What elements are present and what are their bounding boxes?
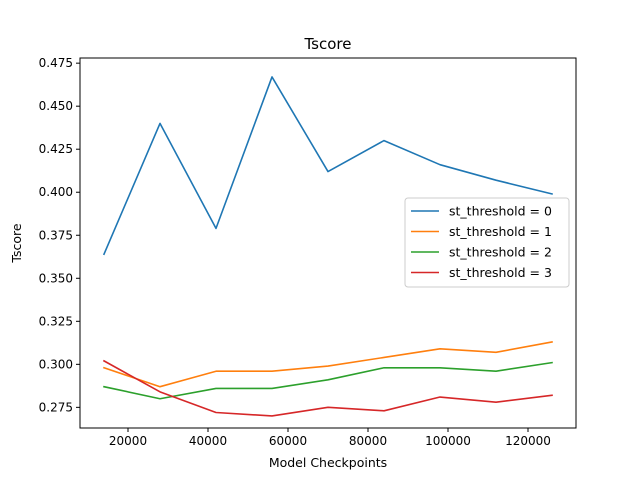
x-tick-label: 100000 [425, 434, 471, 448]
y-tick-label: 0.275 [39, 400, 73, 414]
x-tick-label: 20000 [109, 434, 147, 448]
legend: st_threshold = 0 st_threshold = 1 st_thres… [404, 197, 570, 288]
legend-entry-label: st_threshold = 3 [449, 265, 552, 280]
series-line-0 [102, 76, 553, 256]
x-axis-label: Model Checkpoints [269, 455, 387, 470]
y-tick-label: 0.350 [39, 271, 73, 285]
series-line-3 [102, 359, 553, 417]
x-axis-ticks: 20000 40000 60000 80000 100000 120000 [109, 428, 551, 448]
series-layer [102, 76, 553, 417]
legend-entry-label: st_threshold = 0 [449, 204, 552, 219]
y-tick-label: 0.425 [39, 142, 73, 156]
x-tick-label: 60000 [269, 434, 307, 448]
x-tick-label: 40000 [189, 434, 227, 448]
legend-entry-label: st_threshold = 1 [449, 224, 552, 239]
series-line-2 [103, 361, 553, 400]
y-tick-label: 0.450 [39, 99, 73, 113]
y-axis-label: Tscore [9, 223, 24, 263]
legend-entry-label: st_threshold = 2 [449, 245, 552, 260]
x-tick-label: 120000 [505, 434, 551, 448]
legend-box [404, 197, 570, 288]
series-line-1 [102, 341, 553, 388]
y-axis-ticks: 0.275 0.300 0.325 0.350 0.375 0.400 0.425 0.450… [39, 56, 80, 414]
plot-frame [79, 57, 577, 429]
chart-title: Tscore [304, 35, 352, 53]
y-tick-label: 0.300 [39, 357, 73, 371]
y-tick-label: 0.375 [39, 228, 73, 242]
y-tick-label: 0.475 [39, 56, 73, 70]
y-tick-label: 0.400 [39, 185, 73, 199]
x-tick-label: 80000 [349, 434, 387, 448]
y-tick-label: 0.325 [39, 314, 73, 328]
